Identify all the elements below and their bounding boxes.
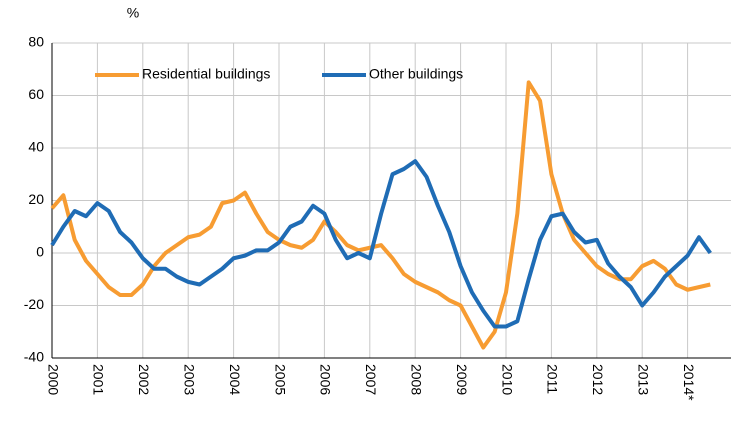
y-tick-label: 0 [36,244,44,260]
x-tick-label: 2013 [635,364,651,395]
y-axis-label: % [127,5,139,21]
y-tick-label: 20 [28,191,44,207]
y-tick-label: 60 [28,86,44,102]
x-tick-label: 2004 [227,364,243,395]
x-tick-label: 2010 [499,364,515,395]
x-tick-label: 2008 [408,364,424,395]
data-line [50,80,711,350]
y-tick-label: -20 [24,296,44,312]
y-tick-label: 40 [28,139,44,155]
x-tick-label: 2009 [454,364,470,395]
x-tick-label: 2012 [590,364,606,395]
x-tick-label: 2000 [45,364,61,395]
y-tick-label: -40 [24,349,44,365]
x-tick-label: 2002 [136,364,152,395]
x-tick-label: 2014* [681,364,697,401]
y-tick-label: 80 [28,34,44,50]
x-tick-label: 2003 [181,364,197,395]
x-tick-label: 2007 [363,364,379,395]
x-tick-label: 2006 [318,364,334,395]
x-tick-label: 2005 [272,364,288,395]
x-tick-label: 2011 [545,364,561,394]
data-line [50,159,712,329]
legend-label: Other buildings [369,66,463,82]
x-tick-label: 2001 [91,364,107,395]
legend-label: Residential buildings [142,66,270,82]
